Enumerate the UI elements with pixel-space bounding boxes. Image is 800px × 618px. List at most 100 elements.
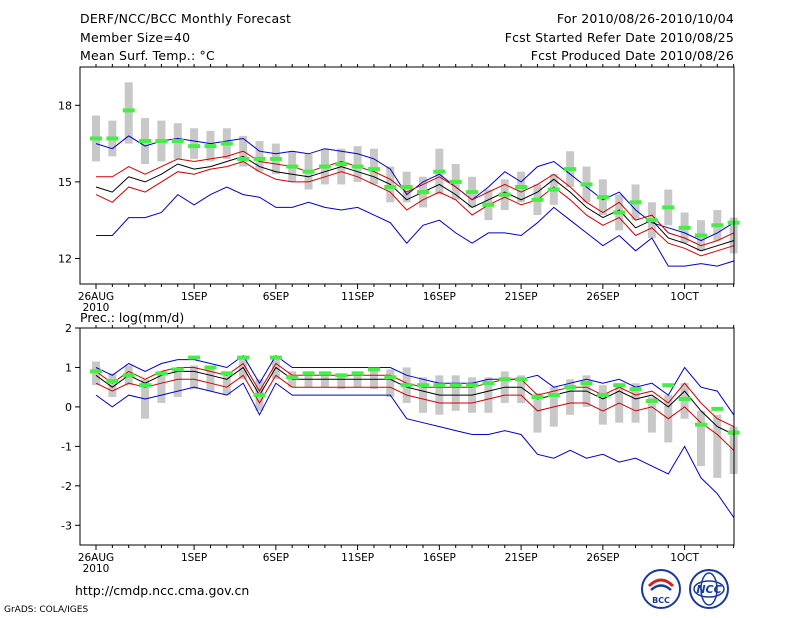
precip-line-mean bbox=[95, 366, 734, 435]
temp-obs-marker bbox=[662, 205, 675, 210]
temp-obs-marker bbox=[155, 139, 168, 144]
precip-xtick-label: 16SEP bbox=[423, 552, 456, 564]
temp-obs-marker bbox=[302, 169, 315, 174]
precip-obs-marker bbox=[645, 398, 658, 403]
temp-xtick-label: 21SEP bbox=[505, 291, 538, 303]
precip-spread-box bbox=[533, 393, 542, 433]
precip-obs-marker bbox=[269, 355, 282, 360]
precip-obs-marker bbox=[417, 383, 429, 388]
precip-obs-marker bbox=[678, 397, 691, 402]
precip-obs-marker bbox=[711, 406, 724, 411]
precip-obs-marker bbox=[580, 381, 593, 386]
temp-obs-marker bbox=[335, 162, 348, 167]
precip-spread-box bbox=[419, 377, 427, 413]
precip-spread-box bbox=[173, 369, 182, 398]
precip-xtick-label: 11SEP bbox=[341, 552, 374, 564]
temp-xtick-label: 26SEP bbox=[586, 291, 619, 303]
temp-obs-marker bbox=[515, 184, 528, 189]
temp-ytick-label: 12 bbox=[58, 252, 72, 265]
precip-year-label: 2010 bbox=[83, 563, 110, 575]
temp-obs-marker bbox=[580, 182, 593, 187]
precip-obs-marker bbox=[433, 383, 446, 388]
temp-line-lower bbox=[96, 186, 734, 267]
bcc-logo: BCC bbox=[641, 569, 681, 609]
temp-obs-marker bbox=[253, 156, 266, 161]
precip-xtick-label: 26SEP bbox=[586, 552, 619, 564]
precip-obs-marker bbox=[629, 387, 642, 392]
temp-obs-marker bbox=[547, 187, 560, 192]
precip-obs-marker bbox=[515, 377, 528, 382]
precip-obs-marker bbox=[400, 383, 413, 388]
forecast-produced-date: Fcst Produced Date 2010/08/26 bbox=[530, 48, 734, 63]
precip-spread-box bbox=[484, 377, 493, 413]
precip-spread-box bbox=[108, 373, 117, 398]
temp-obs-marker bbox=[286, 164, 299, 169]
precip-obs-marker bbox=[253, 393, 266, 398]
precip-obs-marker bbox=[367, 367, 380, 372]
temp-obs-marker bbox=[188, 144, 201, 149]
temp-spread-box bbox=[353, 146, 362, 182]
precip-spread-box bbox=[517, 375, 526, 403]
precip-spread-box bbox=[190, 365, 199, 390]
precip-obs-marker bbox=[613, 383, 626, 388]
temp-obs-marker bbox=[122, 108, 135, 113]
temp-spread-box bbox=[255, 141, 264, 172]
precip-line-lower bbox=[95, 382, 735, 518]
precip-spread-box bbox=[647, 397, 656, 433]
precip-obs-marker bbox=[547, 393, 560, 398]
temp-obs-marker bbox=[139, 139, 152, 144]
precip-spread-box bbox=[696, 410, 705, 467]
temp-xtick-label: 26AUG bbox=[78, 291, 114, 303]
precip-spread-box bbox=[157, 371, 166, 403]
temp-xtick-label: 6SEP bbox=[263, 291, 289, 303]
ncc-logo-text: NCC bbox=[696, 583, 721, 596]
precip-ytick-label: -3 bbox=[61, 519, 72, 532]
precip-spread-box bbox=[598, 385, 607, 425]
temp-line-red-lower bbox=[95, 160, 734, 257]
precip-obs-marker bbox=[335, 373, 348, 378]
precip-ytick-label: -2 bbox=[61, 480, 72, 493]
temp-year-label: 2010 bbox=[83, 302, 110, 314]
temp-ytick-label: 18 bbox=[58, 99, 72, 112]
precip-ytick-label: 2 bbox=[65, 322, 72, 335]
temp-obs-marker bbox=[106, 136, 119, 141]
temp-obs-marker bbox=[433, 169, 446, 174]
temp-line-mean bbox=[95, 155, 734, 252]
temp-panel: 12 15 18 26AUG 1SEP 6SEP 11SEP 16SEP 21SEP 26SEP 1… bbox=[58, 64, 740, 314]
temp-ytick-label: 15 bbox=[58, 176, 72, 189]
precip-obs-marker bbox=[171, 367, 184, 372]
temp-obs-marker bbox=[613, 210, 626, 215]
precip-obs-marker bbox=[694, 422, 707, 427]
precip-obs-marker bbox=[449, 383, 462, 388]
precip-obs-marker bbox=[237, 355, 250, 360]
precip-spread-box bbox=[386, 369, 395, 398]
temp-obs-marker bbox=[367, 167, 380, 172]
precip-line-upper bbox=[95, 354, 735, 416]
temp-spread-box bbox=[124, 82, 133, 144]
precip-obs-marker bbox=[351, 371, 364, 376]
temp-obs-marker bbox=[645, 218, 658, 223]
temp-obs-marker bbox=[417, 190, 429, 195]
precip-obs-marker bbox=[122, 373, 135, 378]
bcc-logo-text: BCC bbox=[652, 596, 670, 605]
temp-obs-marker bbox=[269, 156, 282, 161]
temp-obs-marker bbox=[629, 200, 642, 205]
precip-obs-marker bbox=[302, 371, 315, 376]
precip-obs-marker bbox=[482, 381, 495, 386]
source-url[interactable]: http://cmdp.ncc.cma.gov.cn bbox=[75, 583, 250, 598]
temp-obs-marker bbox=[531, 197, 544, 202]
precip-spread-box bbox=[206, 367, 215, 392]
precip-obs-marker bbox=[139, 383, 152, 388]
precip-obs-marker bbox=[498, 377, 511, 382]
temp-spread-box bbox=[190, 128, 199, 159]
precip-ytick-label: -1 bbox=[61, 440, 72, 453]
precip-xtick-label: 1SEP bbox=[181, 552, 207, 564]
precip-obs-marker bbox=[106, 379, 119, 384]
precip-frame bbox=[79, 327, 735, 546]
chart-title: DERF/NCC/BCC Monthly Forecast bbox=[80, 11, 292, 26]
precip-obs-marker bbox=[90, 369, 102, 374]
precip-xtick-label: 1OCT bbox=[670, 552, 699, 564]
temp-obs-marker bbox=[596, 195, 609, 200]
temp-xtick-label: 1SEP bbox=[181, 291, 207, 303]
temp-xtick-label: 16SEP bbox=[423, 291, 456, 303]
